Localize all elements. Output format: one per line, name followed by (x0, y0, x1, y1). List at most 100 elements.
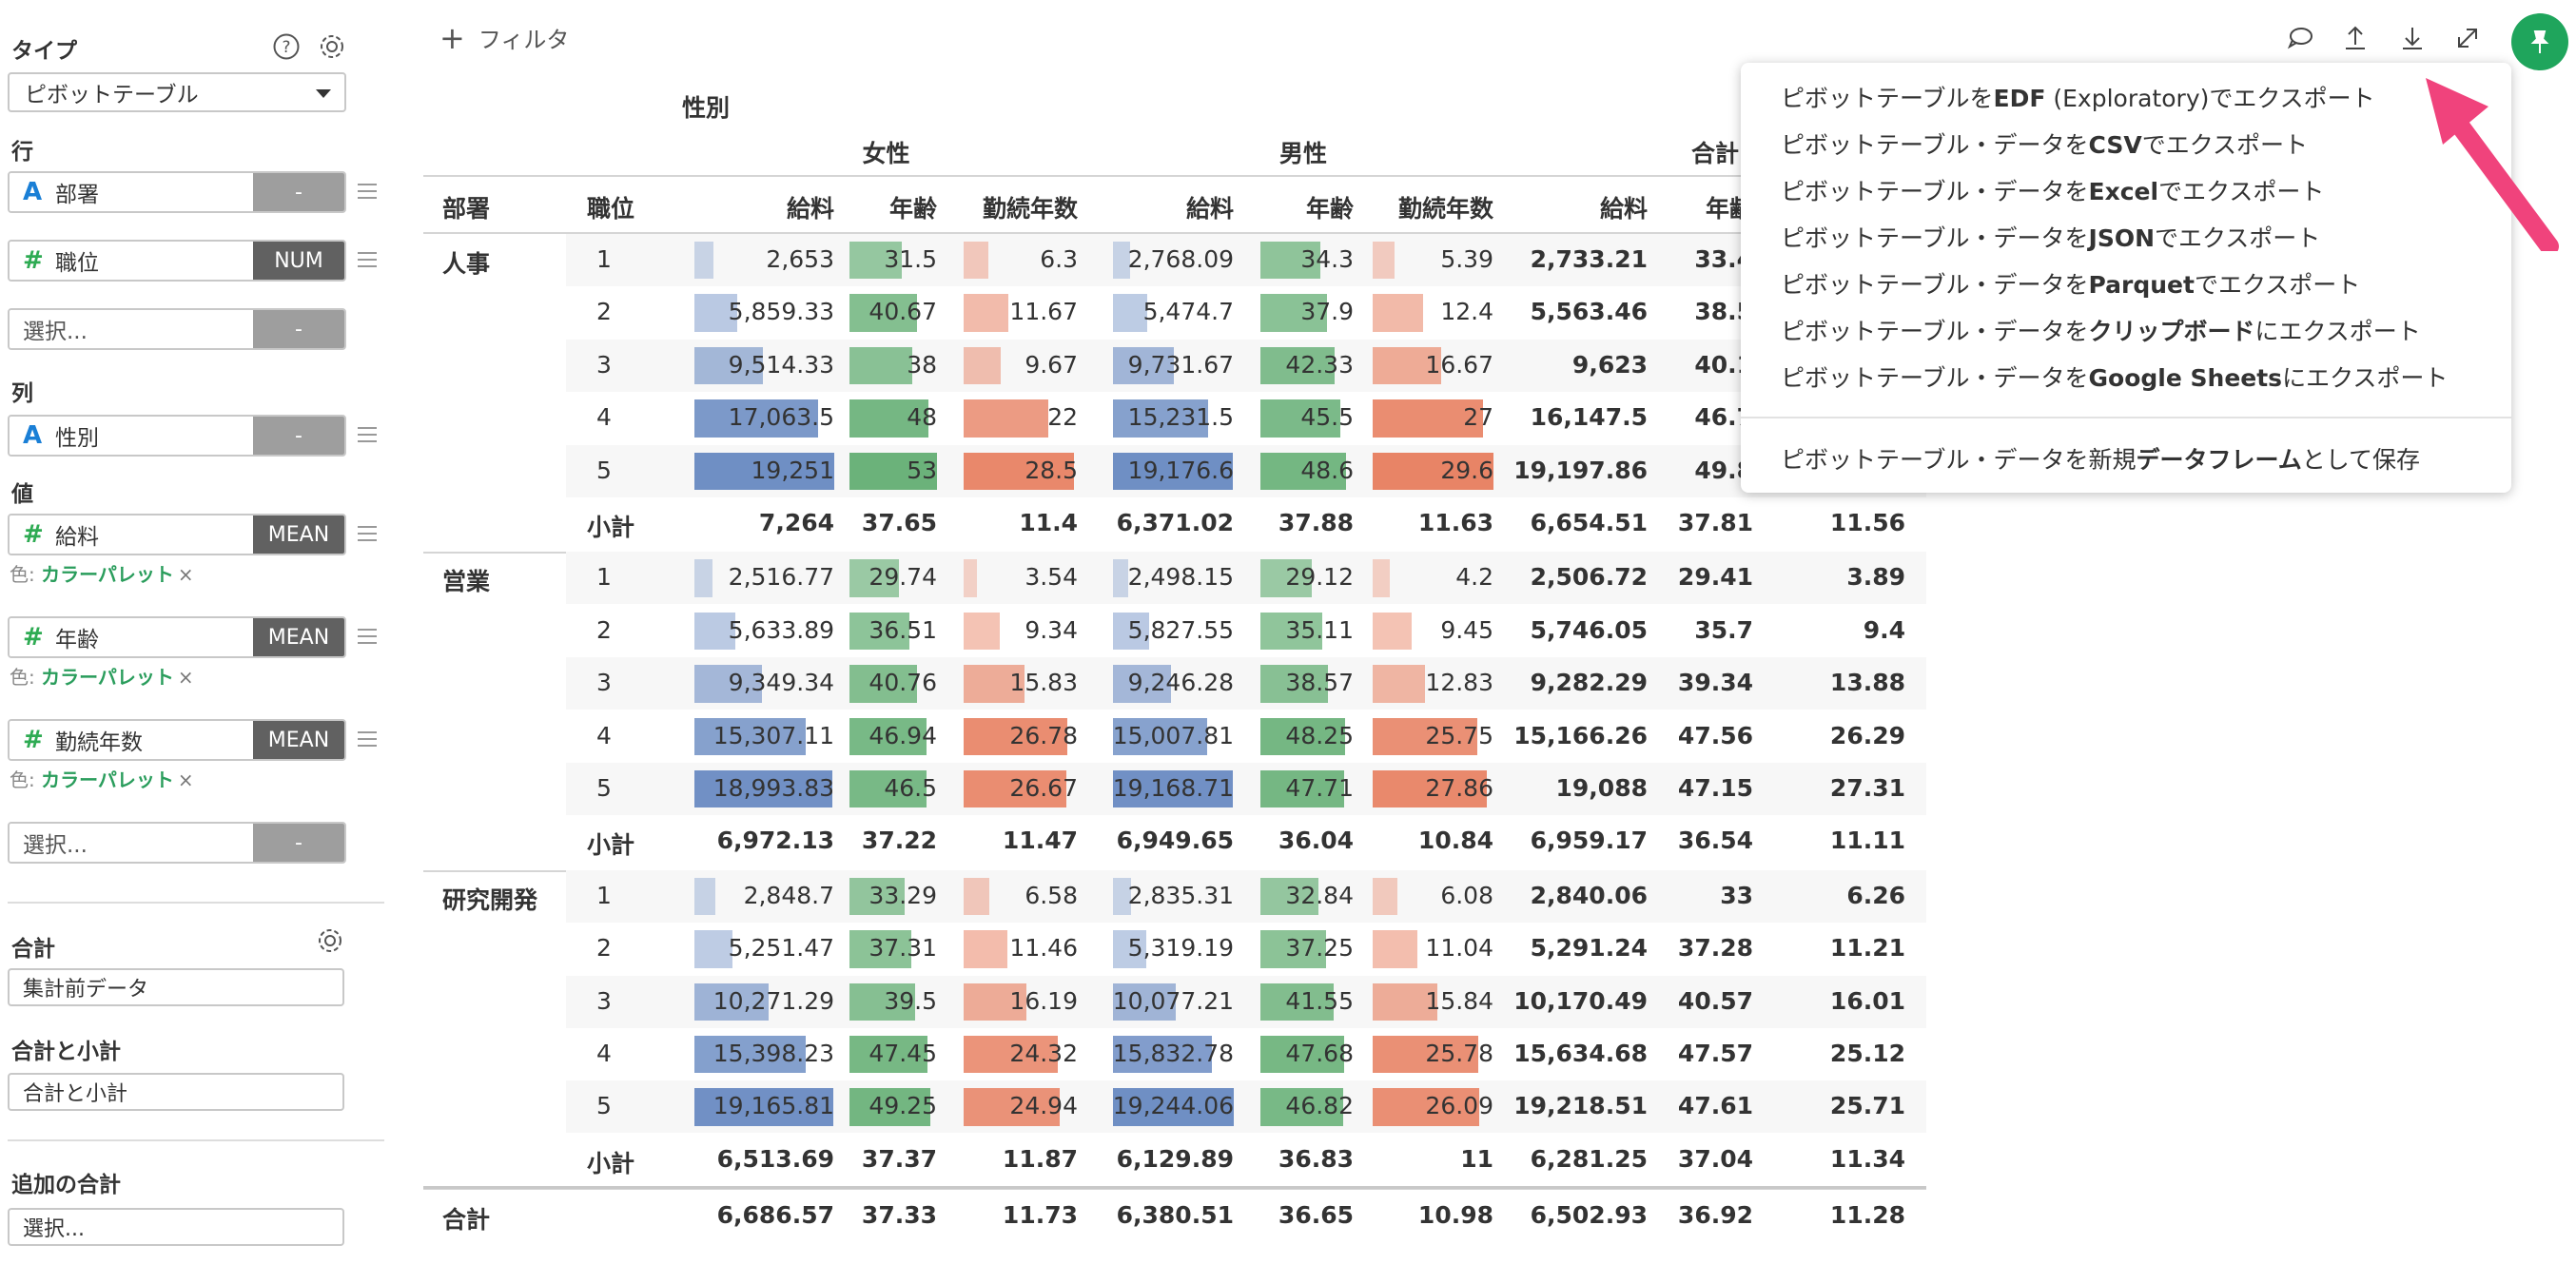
value-cell: 12.83 (1425, 669, 1493, 697)
export-menu-item[interactable]: ピボットテーブルをEDF (Exploratory)でエクスポート (1781, 80, 2375, 114)
value-cell: 37.22 (861, 827, 937, 855)
data-bar (1373, 559, 1391, 597)
value-cell: 5,563.46 (1530, 298, 1648, 326)
data-bar (1373, 717, 1478, 755)
color-palette-link[interactable]: カラーパレット (41, 666, 174, 689)
value-field-tenure[interactable]: # 勤続年数 MEAN (8, 719, 346, 761)
menu-item-text: ピボットテーブル・データを (1781, 318, 2089, 345)
value-cell: 6,949.65 (1116, 827, 1234, 855)
column-field-agg[interactable]: - (253, 417, 344, 455)
download-icon[interactable] (2395, 21, 2430, 55)
data-bar (694, 1036, 807, 1074)
value-cell: 10.84 (1417, 827, 1493, 855)
gear-icon[interactable] (314, 924, 346, 957)
data-bar (1373, 1036, 1478, 1074)
menu-item-text: でエクスポート (2155, 224, 2321, 252)
drag-handle-icon[interactable] (358, 629, 377, 644)
pivot-table: 性別女性男性合計部署職位給料年齢勤続年数給料年齢勤続年数給料年齢勤続年数人事12… (423, 0, 1926, 1284)
value-cell: 5,633.89 (728, 615, 834, 644)
drag-handle-icon[interactable] (358, 526, 377, 541)
value-cell: 5,474.7 (1142, 298, 1234, 326)
color-palette-link[interactable]: カラーパレット (41, 563, 174, 586)
value-cell: 6,513.69 (716, 1144, 834, 1173)
value-field-agg[interactable]: MEAN (253, 516, 344, 554)
upload-icon[interactable] (2338, 21, 2372, 55)
type-select[interactable]: ピボットテーブル (8, 72, 346, 112)
save-as-dataframe-item[interactable]: ピボットテーブル・データを新規データフレームとして保存 (1781, 441, 2420, 476)
value-cell: 11.04 (1425, 934, 1493, 963)
export-menu-item[interactable]: ピボットテーブル・データをExcelでエクスポート (1781, 173, 2324, 207)
row-field-select[interactable]: 選択... - (8, 308, 346, 350)
menu-item-text: ピボットテーブル・データを新規 (1781, 446, 2137, 474)
data-bar (849, 399, 929, 438)
data-bar (694, 930, 732, 968)
value-cell: 47.45 (868, 1040, 937, 1067)
menu-item-text: JSON (2088, 224, 2155, 252)
value-cell: 48.6 (1300, 456, 1354, 484)
export-menu-item[interactable]: ピボットテーブル・データをJSONでエクスポート (1781, 220, 2320, 254)
data-bar (1113, 877, 1131, 916)
value-cell: 6,502.93 (1530, 1201, 1648, 1230)
export-menu-item[interactable]: ピボットテーブル・データをクリップボードにエクスポート (1781, 313, 2421, 347)
data-bar (694, 982, 770, 1021)
expand-icon[interactable] (2450, 21, 2485, 55)
export-menu-item[interactable]: ピボットテーブル・データをParquetでエクスポート (1781, 266, 2360, 301)
row-field-agg[interactable]: NUM (253, 242, 344, 280)
value-cell: 40.1 (1694, 350, 1753, 379)
value-cell: 47.15 (1677, 774, 1753, 802)
value-field-age[interactable]: # 年齢 MEAN (8, 616, 346, 658)
value-cell: 48 (907, 403, 937, 432)
value-cell: 11.28 (1829, 1201, 1905, 1230)
row-field-position[interactable]: # 職位 NUM (8, 240, 346, 282)
extra-total-select[interactable]: 選択... (8, 1208, 344, 1246)
column-field-gender[interactable]: A 性別 - (8, 415, 346, 457)
drag-handle-icon[interactable] (358, 427, 377, 442)
value-field-agg[interactable]: - (253, 824, 344, 862)
close-icon[interactable]: × (177, 768, 194, 791)
close-icon[interactable]: × (177, 563, 194, 586)
value-cell: 25.12 (1829, 1040, 1905, 1067)
color-setting: 色: カラーパレット × (10, 765, 194, 792)
export-menu-item[interactable]: ピボットテーブル・データをGoogle Sheetsにエクスポート (1781, 360, 2448, 394)
measure-header: 給料 (1599, 195, 1648, 223)
value-cell: 19,168.71 (1112, 774, 1234, 802)
value-cell: 2,768.09 (1127, 245, 1234, 273)
add-filter-button[interactable]: + フィルタ (439, 21, 569, 54)
drag-handle-icon[interactable] (358, 252, 377, 267)
gear-icon[interactable] (316, 30, 348, 63)
value-cell: 39.5 (884, 986, 937, 1015)
comment-icon[interactable] (2283, 21, 2317, 55)
value-cell: 11.67 (1009, 298, 1078, 326)
close-icon[interactable]: × (177, 666, 194, 689)
value-cell: 17,063.5 (728, 403, 834, 432)
total-select[interactable]: 集計前データ (8, 968, 344, 1006)
value-cell: 3.54 (1025, 563, 1078, 592)
help-icon[interactable]: ? (270, 30, 302, 63)
value-field-agg[interactable]: MEAN (253, 721, 344, 759)
value-field-salary[interactable]: # 給料 MEAN (8, 514, 346, 555)
menu-item-text: でエクスポート (2141, 131, 2308, 159)
data-bar (1113, 294, 1148, 332)
data-bar (1373, 930, 1418, 968)
value-cell: 47.71 (1285, 774, 1354, 802)
value-cell: 15.83 (1009, 669, 1078, 697)
color-palette-link[interactable]: カラーパレット (41, 768, 174, 791)
value-cell: 6.08 (1440, 881, 1493, 909)
drag-handle-icon[interactable] (358, 184, 377, 199)
row-field-agg[interactable]: - (253, 310, 344, 348)
value-cell: 11 (1460, 1144, 1493, 1173)
row-field-department[interactable]: A 部署 - (8, 171, 346, 213)
value-cell: 47.56 (1677, 721, 1753, 749)
export-menu-item[interactable]: ピボットテーブル・データをCSVでエクスポート (1781, 126, 2308, 161)
data-bar (694, 346, 764, 385)
value-cell: 28.5 (1025, 456, 1078, 484)
pin-button[interactable] (2511, 13, 2568, 70)
value-field-agg[interactable]: MEAN (253, 618, 344, 656)
subtotal-select[interactable]: 合計と小計 (8, 1073, 344, 1111)
row-field-agg[interactable]: - (253, 173, 344, 211)
position-label: 5 (596, 456, 612, 484)
value-cell: 15,007.81 (1112, 721, 1234, 749)
menu-item-text: ピボットテーブルを (1781, 85, 1994, 112)
value-field-select[interactable]: 選択... - (8, 822, 346, 864)
drag-handle-icon[interactable] (358, 731, 377, 747)
